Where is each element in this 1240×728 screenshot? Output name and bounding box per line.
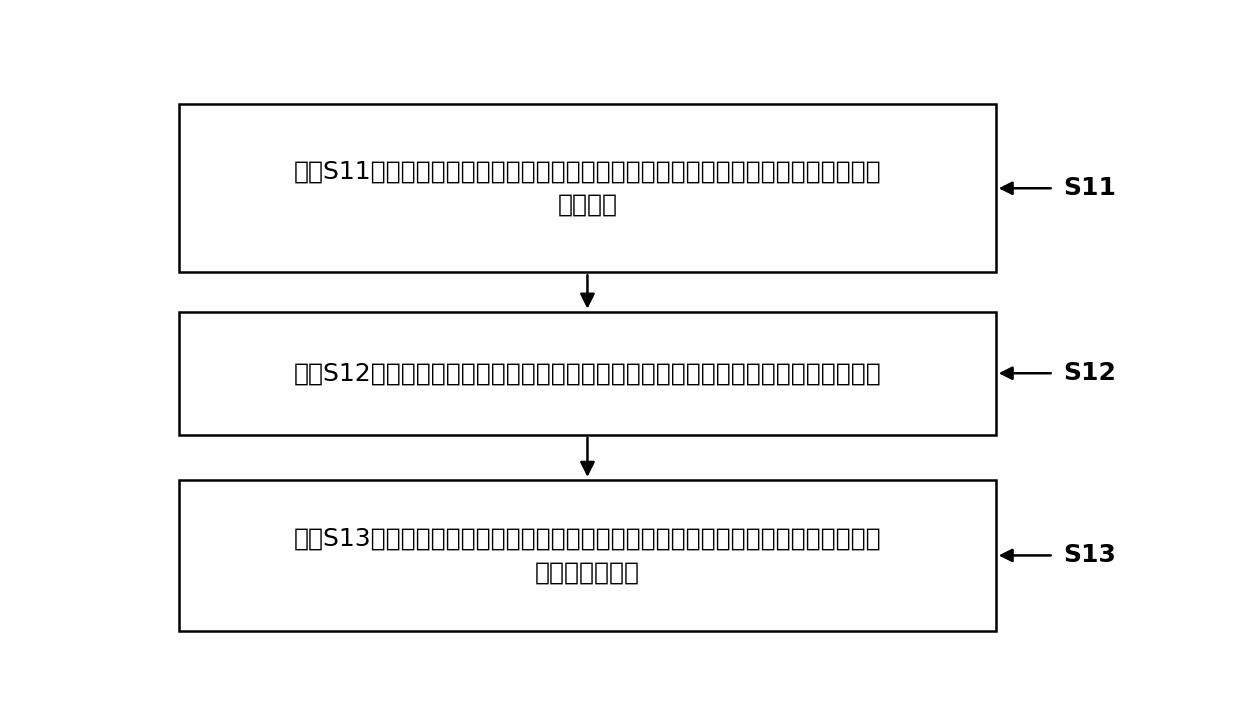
Text: S12: S12 <box>1063 361 1116 385</box>
Text: S11: S11 <box>1063 176 1116 200</box>
Text: 步骤S11、提供两个经过键合工艺处理的具有键合面的键合晶圆和一具有预设的刀片长
度的刀片: 步骤S11、提供两个经过键合工艺处理的具有键合面的键合晶圆和一具有预设的刀片长 … <box>294 159 882 217</box>
Text: S13: S13 <box>1063 543 1116 567</box>
Bar <box>179 312 996 435</box>
Text: 步骤S12、将刀片沿键合面嵌入到两个键合晶圆之间，以于两个键合晶圆之间产生缝隙: 步骤S12、将刀片沿键合面嵌入到两个键合晶圆之间，以于两个键合晶圆之间产生缝隙 <box>294 361 882 385</box>
Bar <box>179 104 996 272</box>
Text: 步骤S13、对刀片暴露于键合面外部的部分进行测量，以得到未嵌入深度，根据公式处
理得到嵌入深度: 步骤S13、对刀片暴露于键合面外部的部分进行测量，以得到未嵌入深度，根据公式处 … <box>294 526 882 584</box>
Bar <box>179 480 996 631</box>
